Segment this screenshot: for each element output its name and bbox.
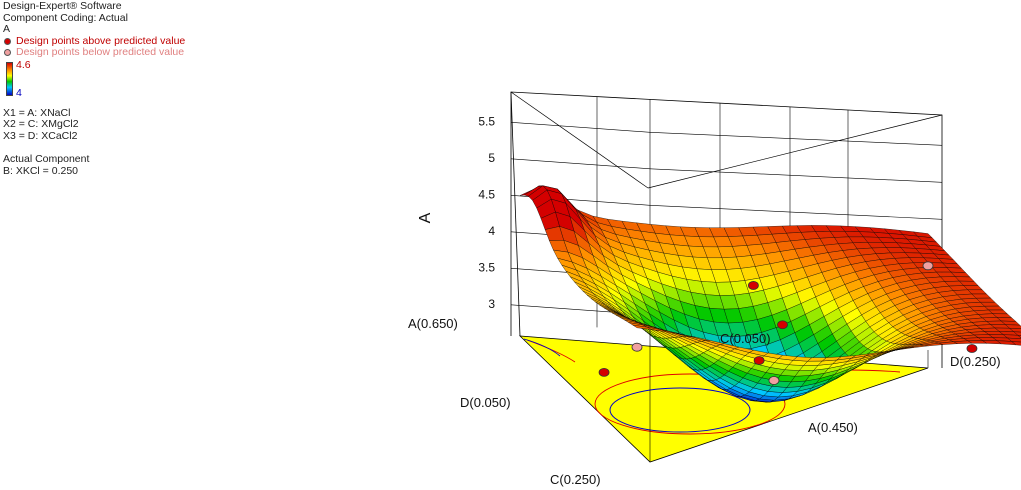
front-vertical-left: [510, 91, 521, 337]
z-tick-label: 5.5: [478, 114, 495, 128]
design-point-above: [748, 281, 759, 290]
z-axis-label: A: [417, 212, 434, 223]
legend-below-label: Design points below predicted value: [16, 46, 185, 58]
colorbar-gradient: [6, 61, 13, 96]
z-tick-label: 4: [488, 224, 495, 238]
z-grid-line-right: [649, 132, 943, 146]
design-point-below: [922, 261, 934, 271]
z-tick-label: 5: [488, 151, 495, 165]
design-point-above: [753, 356, 765, 365]
design-point-below: [768, 376, 780, 385]
diagonal-line: [647, 114, 943, 189]
vertex-label-bottom: C(0.250): [550, 472, 601, 487]
contour-blue: [609, 387, 751, 433]
legend-above: Design points above predicted value: [3, 34, 186, 48]
design-point-above: [777, 320, 788, 330]
component-x1: X1 = A: XNaCl: [3, 106, 71, 119]
colorbar-min: 4: [16, 86, 22, 99]
legend-below: Design points below predicted value: [3, 46, 185, 59]
front-frame: [510, 91, 929, 462]
contour-blue-corner: [523, 338, 561, 357]
surface-facet: [1006, 337, 1021, 343]
vertex-label-left: A(0.650): [408, 316, 458, 331]
software-title: Design-Expert® Software: [3, 0, 122, 12]
colorbar-max: 4.6: [16, 58, 31, 71]
colorbar-legend: 4.6 4: [3, 58, 185, 98]
legend-above-label: Design points above predicted value: [16, 34, 186, 47]
vertex-label-back: C(0.050): [720, 331, 771, 346]
design-point-below: [631, 342, 643, 352]
component-x3: X3 = D: XCaCl2: [3, 129, 78, 142]
contour-red: [594, 373, 786, 435]
axis-labels: 5.5 5 4.5 4 3.5 3 A A(0.650) D(0.050) C(0.250) C(0…: [408, 114, 1001, 487]
surface-facet: [1013, 331, 1021, 336]
z-grid-line-right: [649, 205, 943, 220]
surface-facet: [1011, 341, 1021, 346]
z-tick-label: 4.5: [478, 187, 495, 201]
surface-facet: [1004, 324, 1021, 329]
actual-component-value: B: XKCl = 0.250: [3, 164, 79, 177]
response-label: A: [3, 23, 11, 35]
component-x2: X2 = C: XMgCl2: [3, 118, 79, 130]
design-point-above: [966, 344, 978, 353]
z-grid-line: [510, 122, 651, 133]
design-point-above: [598, 367, 610, 377]
z-grid-line: [510, 158, 651, 170]
coding-label: Component Coding: Actual: [3, 11, 128, 24]
z-tick-label: 3: [488, 297, 495, 311]
below-point-icon: [4, 49, 11, 57]
above-point-icon: [4, 37, 11, 45]
diagonal-line: [510, 91, 649, 189]
z-tick-label: 3.5: [478, 260, 495, 274]
vertex-label-left-low: D(0.050): [460, 395, 511, 410]
vertex-label-right: D(0.250): [950, 354, 1001, 369]
design-points: [598, 261, 978, 385]
vertex-label-front-right: A(0.450): [808, 420, 858, 435]
info-panel: Design-Expert® Software Component Coding…: [3, 0, 186, 177]
response-surface: [519, 185, 1021, 403]
surface-facet: [1002, 334, 1021, 339]
z-grid-line-right: [649, 168, 943, 183]
back-wall-frame: [510, 91, 943, 368]
actual-component-title: Actual Component: [3, 153, 90, 165]
surface-facet: [1008, 328, 1021, 333]
